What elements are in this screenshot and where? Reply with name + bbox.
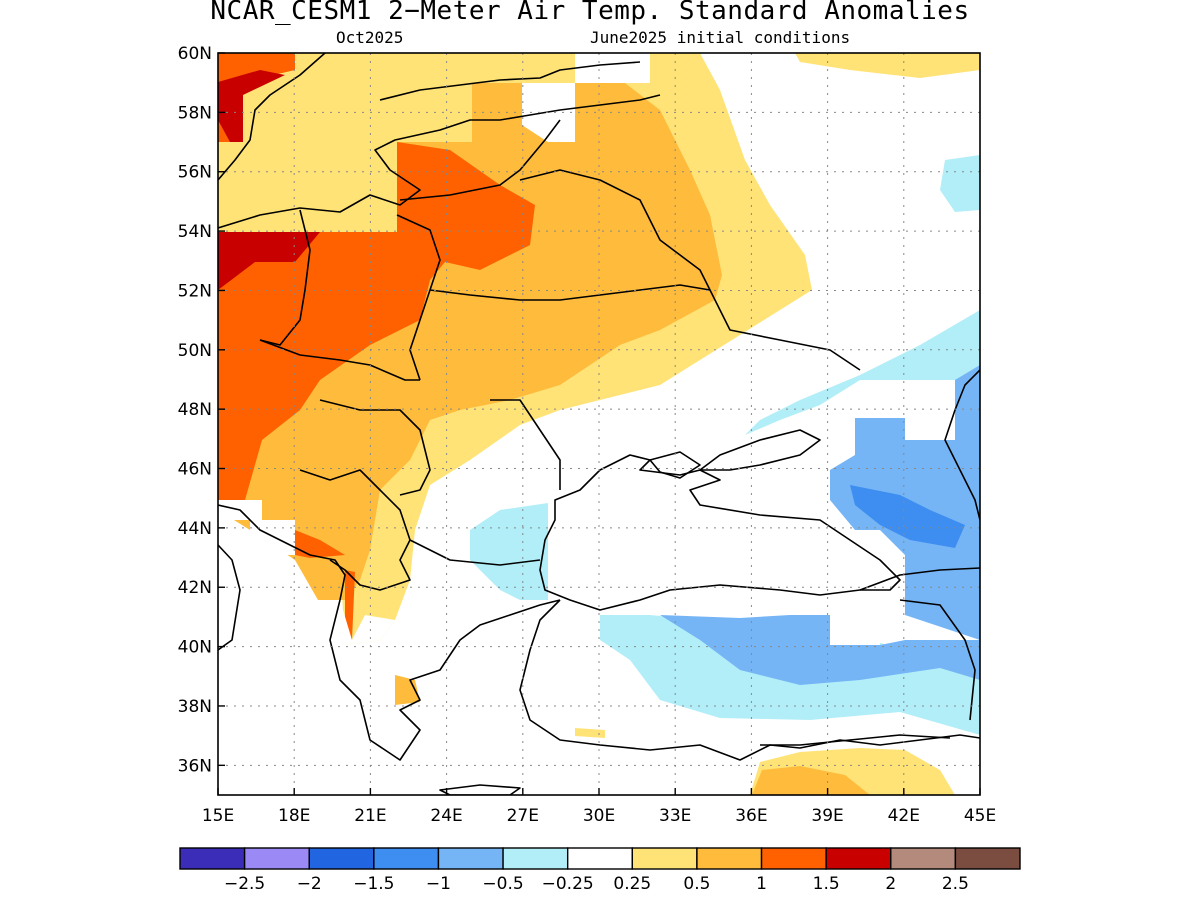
anomaly-region-minus0.5-minus1 <box>660 365 980 685</box>
border-balkans <box>299 469 411 591</box>
lat-tick-label: 44N <box>178 519 212 539</box>
colorbar-swatch <box>825 847 892 870</box>
colorbar-label: 1 <box>756 874 767 894</box>
lat-tick-label: 36N <box>178 756 212 776</box>
anomaly-region-1.5-2-sweden <box>218 70 285 142</box>
colorbar-swatch <box>373 847 440 870</box>
lon-tick-label: 33E <box>659 806 691 826</box>
latitude-labels: 60N 58N 56N 54N 52N 50N 48N 46N 44N 42N 40N 38N 36N <box>178 44 225 776</box>
border-ukraine-russia <box>519 169 861 371</box>
finland-coast <box>379 61 641 101</box>
lon-tick-label: 39E <box>811 806 843 826</box>
anomaly-region-1-1.5-balkan <box>295 530 345 558</box>
lat-tick-label: 42N <box>178 578 212 598</box>
italy-coast <box>218 544 241 651</box>
lat-tick-label: 40N <box>178 638 212 658</box>
border-syria <box>760 734 951 746</box>
border-germany-poland <box>259 209 311 346</box>
border-turkey-east <box>899 599 976 721</box>
turkey-west-coast <box>519 599 980 761</box>
lon-tick-label: 36E <box>735 806 767 826</box>
border-belarus-ukraine <box>429 284 711 301</box>
lat-tick-label: 50N <box>178 341 212 361</box>
lon-tick-label: 18E <box>278 806 310 826</box>
anomaly-region-minus0.25-minus0.5 <box>470 503 548 600</box>
lat-tick-label: 38N <box>178 697 212 717</box>
colorbar-swatch <box>308 847 375 870</box>
anomaly-region-0.5-1 <box>218 83 722 600</box>
colorbar-label: −1.5 <box>353 874 394 894</box>
border-romania-moldova <box>490 399 561 490</box>
colorbar-label: 2.5 <box>942 874 969 894</box>
greece-coast <box>329 599 561 761</box>
caspian-coast <box>944 369 980 521</box>
lat-tick-label: 60N <box>178 44 212 64</box>
anomaly-region-1-1.5-central <box>218 142 535 500</box>
longitude-labels: 15E 18E 21E 24E 27E 30E 33E 36E 39E 42E 45E <box>202 788 996 826</box>
colorbar-label: 0.5 <box>683 874 710 894</box>
border-bulgaria <box>409 539 541 566</box>
colorbar-swatch <box>760 847 827 870</box>
crete-coast <box>439 784 521 795</box>
colorbar <box>179 847 1021 870</box>
colorbar-swatch <box>631 847 698 870</box>
lat-tick-label: 58N <box>178 103 212 123</box>
azov-coast <box>699 429 821 471</box>
lon-tick-label: 42E <box>888 806 920 826</box>
adriatic-coast <box>218 504 346 601</box>
coastlines <box>218 53 980 795</box>
colorbar-swatch <box>954 847 1021 870</box>
lon-tick-label: 15E <box>202 806 234 826</box>
colorbar-labels: −2.5 −2 −1.5 −1 −0.5 −0.25 0.25 0.5 1 1.5 2 2.5 <box>224 874 969 894</box>
sweden-coast <box>218 53 326 181</box>
colorbar-label: 2 <box>885 874 896 894</box>
border-caucasus <box>859 567 980 591</box>
chart-title: NCAR_CESM1 2−Meter Air Temp. Standard An… <box>210 0 970 26</box>
anomaly-region-minus1-minus1.5 <box>850 485 965 548</box>
baltic-coast <box>218 94 661 229</box>
border-hungary-romania <box>319 399 431 496</box>
lat-tick-label: 54N <box>178 222 212 242</box>
lon-tick-label: 30E <box>583 806 615 826</box>
colorbar-swatch <box>502 847 569 870</box>
lon-tick-label: 27E <box>507 806 539 826</box>
anomaly-region-0.5-1-greece <box>395 675 420 705</box>
colorbar-label: −1 <box>426 874 451 894</box>
anomaly-region-0.25-0.5-spot <box>575 728 605 738</box>
colorbar-swatch <box>243 847 310 870</box>
colorbar-swatch <box>696 847 763 870</box>
colorbar-swatch <box>437 847 504 870</box>
colorbar-swatch <box>179 847 246 870</box>
lat-tick-label: 46N <box>178 460 212 480</box>
lon-tick-label: 45E <box>964 806 996 826</box>
colorbar-label: −0.25 <box>542 874 594 894</box>
anomaly-region-0.25-0.5-north <box>795 53 980 78</box>
border-czech-slovakia <box>259 339 420 381</box>
border-baltic-states <box>399 119 561 201</box>
anomaly-region-minus0.25-north-east <box>940 155 980 212</box>
colorbar-label: 0.25 <box>613 874 651 894</box>
colorbar-swatch <box>890 847 957 870</box>
lat-tick-label: 52N <box>178 281 212 301</box>
anomaly-region-0.5-1-turkey <box>752 766 870 795</box>
lat-tick-label: 56N <box>178 163 212 183</box>
initial-conditions: June2025 initial conditions <box>590 28 851 47</box>
colorbar-label: 1.5 <box>813 874 840 894</box>
lon-tick-label: 24E <box>430 806 462 826</box>
lat-tick-label: 48N <box>178 400 212 420</box>
colorbar-swatch <box>566 847 634 870</box>
colorbar-label: −0.5 <box>482 874 523 894</box>
lon-tick-label: 21E <box>354 806 386 826</box>
forecast-month: Oct2025 <box>336 28 404 47</box>
black-sea-coast <box>539 454 901 611</box>
colorbar-label: −2 <box>297 874 322 894</box>
anomaly-fields <box>218 53 980 795</box>
colorbar-label: −2.5 <box>224 874 265 894</box>
